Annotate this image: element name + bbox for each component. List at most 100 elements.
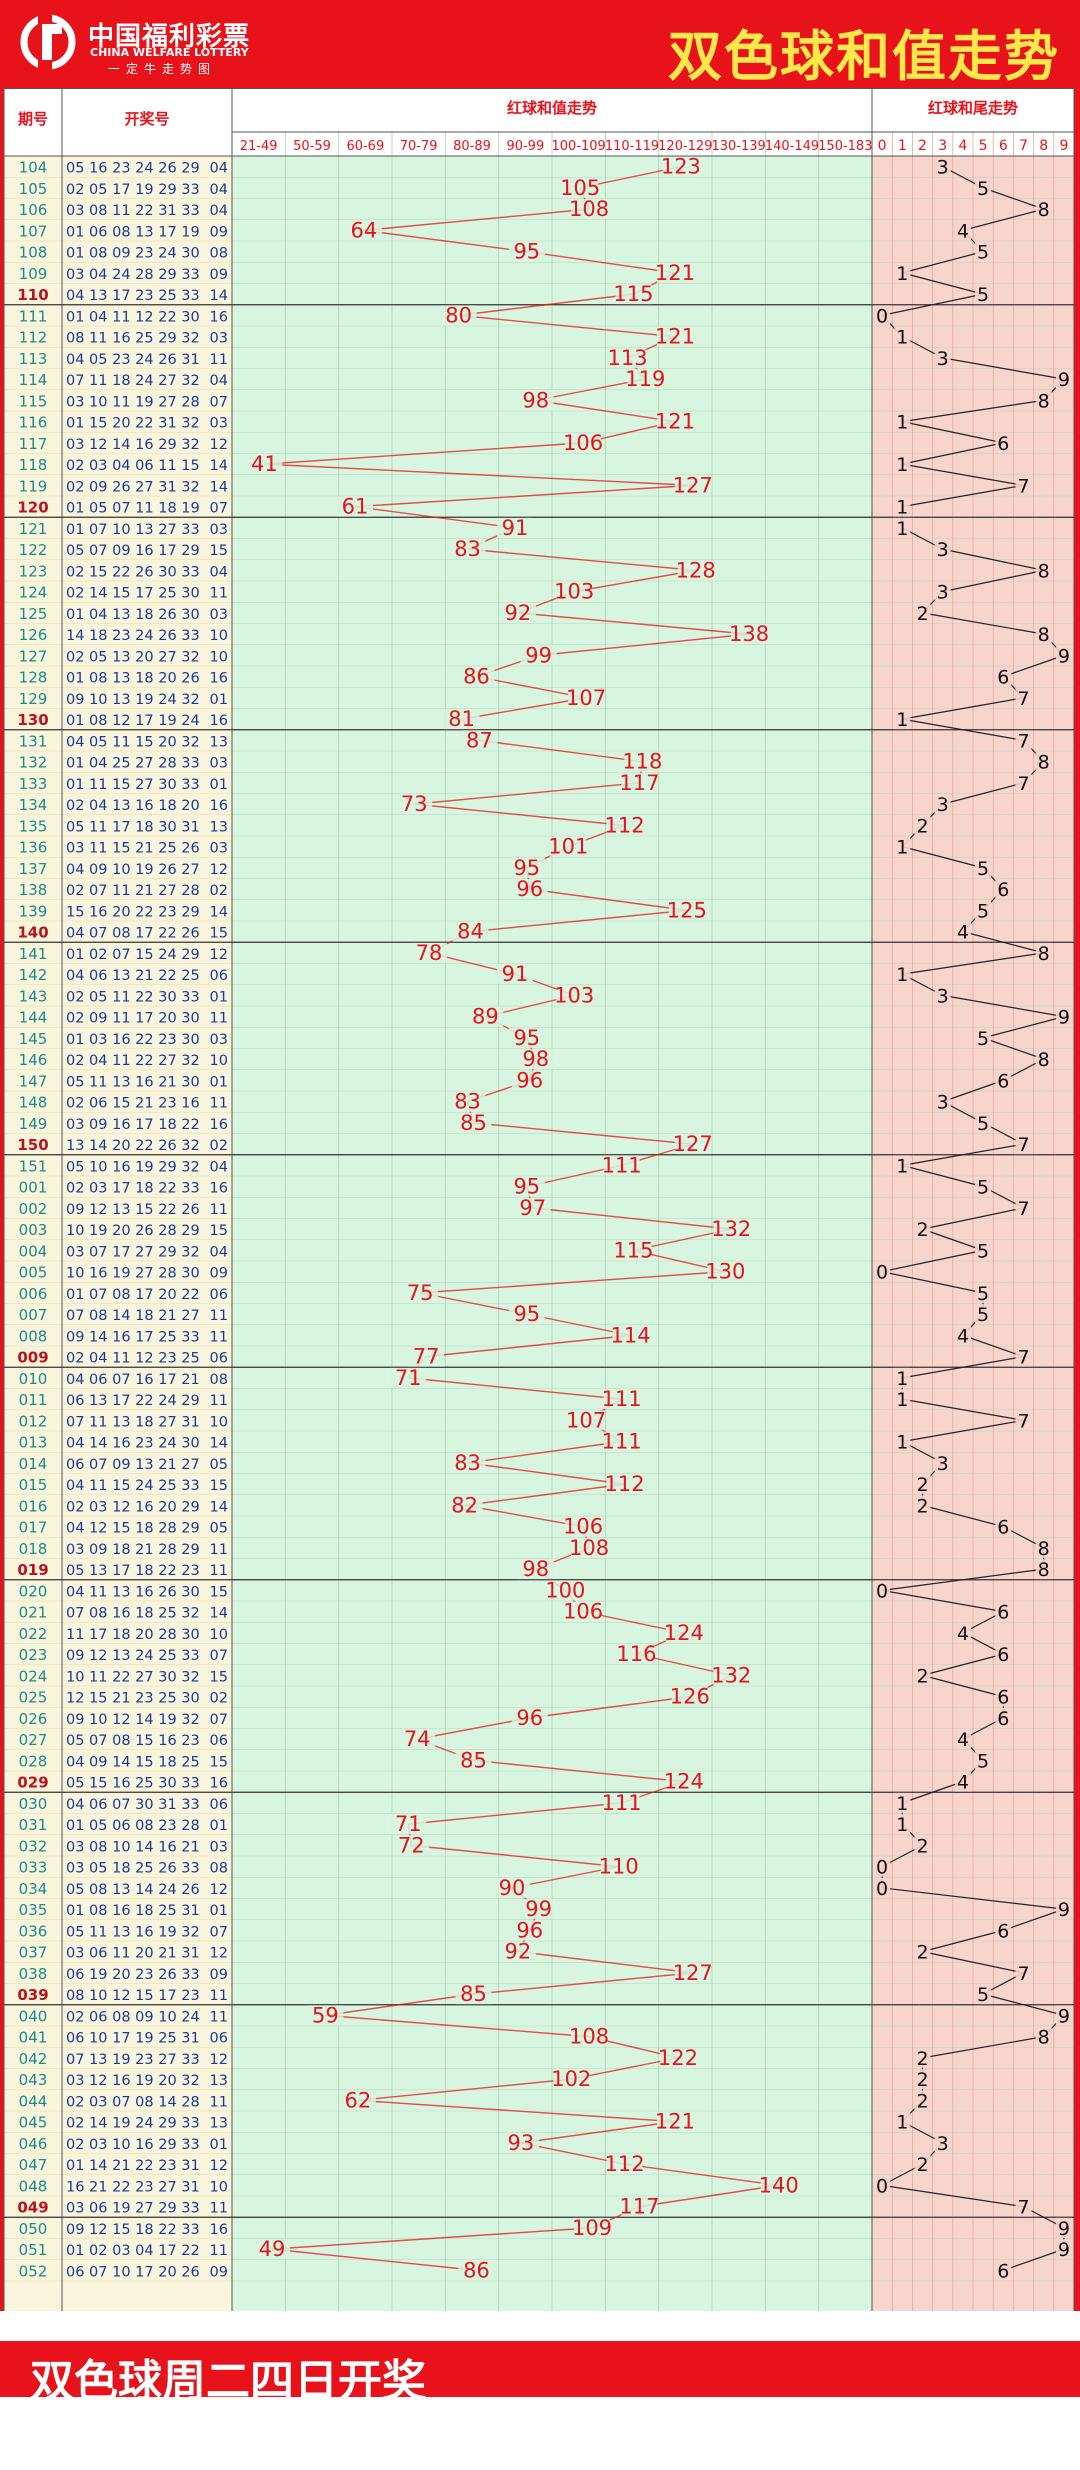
tail-value: 1 bbox=[896, 454, 908, 476]
sum-range-label: 140-149 bbox=[765, 139, 819, 154]
tail-value: 1 bbox=[896, 709, 908, 731]
issue-number: 044 bbox=[19, 2092, 48, 2110]
tail-value: 1 bbox=[896, 518, 908, 540]
issue-number: 037 bbox=[19, 1944, 48, 1962]
tail-label-backdrop bbox=[894, 1155, 911, 1176]
tail-value: 7 bbox=[1017, 688, 1029, 710]
sum-label-backdrop bbox=[449, 1452, 486, 1473]
tail-label-backdrop bbox=[874, 1856, 891, 1877]
issue-number: 117 bbox=[19, 435, 48, 453]
tail-value: 4 bbox=[957, 922, 969, 944]
tail-label-backdrop bbox=[914, 602, 931, 623]
sum-label-backdrop bbox=[496, 964, 533, 985]
tail-trend-line bbox=[922, 1504, 1004, 1528]
red-ball-numbers: 06 07 09 13 21 27 bbox=[66, 1457, 200, 1473]
tail-digit-label: 9 bbox=[1059, 138, 1068, 154]
sum-trend-line bbox=[363, 229, 527, 253]
logo-english-text: CHINA WELFARE LOTTERY bbox=[90, 46, 249, 59]
sum-range-label: 60-69 bbox=[346, 139, 384, 154]
sum-value: 124 bbox=[664, 1621, 704, 1645]
sum-value: 82 bbox=[451, 1493, 478, 1517]
tail-value: 9 bbox=[1058, 2005, 1070, 2027]
tail-label-backdrop bbox=[954, 220, 971, 241]
sum-trend-chart: 期号 开奖号 红球和值走势 红球和尾走势 21-49 50-59 60-69 70-79 80-… bbox=[0, 88, 1080, 2311]
tail-value: 5 bbox=[977, 1113, 989, 1135]
sum-value: 80 bbox=[445, 303, 472, 327]
sum-trend-line bbox=[271, 2227, 593, 2250]
tail-value: 5 bbox=[977, 1028, 989, 1050]
blue-ball-number: 11 bbox=[210, 2243, 228, 2259]
tail-value: 0 bbox=[876, 1878, 888, 1900]
sum-trend-line bbox=[408, 1377, 622, 1400]
sum-value: 95 bbox=[513, 1026, 540, 1050]
red-ball-numbers: 04 06 07 30 31 33 bbox=[66, 1797, 200, 1813]
red-ball-numbers: 05 13 17 18 22 23 bbox=[66, 1563, 200, 1579]
tail-trend-line bbox=[902, 952, 1044, 975]
sum-label-backdrop bbox=[556, 985, 593, 1006]
tail-label-backdrop bbox=[914, 1219, 931, 1240]
tail-value: 3 bbox=[937, 1453, 949, 1475]
sum-label-backdrop bbox=[508, 241, 545, 262]
sum-value: 73 bbox=[401, 792, 428, 816]
blue-ball-number: 04 bbox=[210, 182, 228, 198]
sum-label-backdrop bbox=[553, 2069, 590, 2090]
blue-ball-number: 09 bbox=[210, 1266, 228, 1282]
issue-number: 140 bbox=[17, 924, 48, 942]
blue-ball-number: 13 bbox=[210, 734, 228, 750]
red-ball-numbers: 02 03 07 08 14 28 bbox=[66, 2094, 200, 2110]
tail-label-backdrop bbox=[894, 262, 911, 283]
red-ball-numbers: 06 07 10 17 20 26 bbox=[66, 2264, 200, 2280]
sum-value: 96 bbox=[516, 1918, 543, 1942]
blue-ball-number: 11 bbox=[210, 1563, 228, 1579]
tail-value: 2 bbox=[916, 1665, 928, 1687]
tail-trend-line bbox=[902, 421, 1004, 444]
sum-label-backdrop bbox=[458, 2260, 495, 2281]
tail-trend-line bbox=[922, 1951, 1024, 1974]
sum-label-backdrop bbox=[511, 1707, 548, 1728]
tail-value: 8 bbox=[1038, 2027, 1050, 2049]
sum-trend-line bbox=[532, 1207, 732, 1230]
tail-label-backdrop bbox=[874, 2175, 891, 2196]
tail-trend-line bbox=[982, 187, 1044, 210]
issue-number: 007 bbox=[19, 1306, 48, 1324]
tail-trend-line bbox=[942, 1079, 1004, 1103]
red-ball-numbers: 16 21 22 23 27 31 bbox=[66, 2179, 200, 2195]
tail-value: 1 bbox=[896, 1814, 908, 1836]
sum-value: 103 bbox=[554, 580, 594, 604]
issue-number: 143 bbox=[19, 987, 48, 1005]
tail-label-backdrop bbox=[914, 2047, 931, 2068]
tail-label-backdrop bbox=[954, 1729, 971, 1750]
blue-ball-number: 15 bbox=[210, 1223, 228, 1239]
tail-value: 3 bbox=[937, 582, 949, 604]
sum-trend-line bbox=[517, 1950, 693, 1974]
red-ball-numbers: 04 06 13 21 22 25 bbox=[66, 968, 200, 984]
tail-label-backdrop bbox=[894, 709, 911, 730]
tail-label-backdrop bbox=[995, 432, 1012, 453]
tail-digit-label: 6 bbox=[999, 138, 1008, 154]
tail-label-backdrop bbox=[954, 921, 971, 942]
tail-label-backdrop bbox=[954, 1622, 971, 1643]
tail-label-backdrop bbox=[914, 1665, 931, 1686]
red-ball-numbers: 02 04 11 12 23 25 bbox=[66, 1351, 200, 1367]
sum-value: 127 bbox=[673, 1132, 713, 1156]
tail-label-backdrop bbox=[934, 1091, 951, 1112]
sum-value: 90 bbox=[499, 1876, 526, 1900]
red-ball-numbers: 12 15 21 23 25 30 bbox=[66, 1691, 200, 1707]
sum-value: 106 bbox=[563, 1600, 603, 1624]
sum-label-backdrop bbox=[440, 305, 477, 326]
sum-value: 100 bbox=[545, 1578, 585, 1602]
blue-ball-number: 10 bbox=[210, 1053, 228, 1069]
red-ball-numbers: 05 16 23 24 26 29 bbox=[66, 161, 200, 177]
sum-label-backdrop bbox=[494, 1877, 530, 1898]
tail-label-backdrop bbox=[995, 1686, 1012, 1707]
tail-trend-line bbox=[881, 1249, 984, 1273]
red-ball-numbers: 11 17 18 20 28 30 bbox=[66, 1627, 200, 1643]
red-ball-numbers: 07 08 16 18 25 32 bbox=[66, 1606, 200, 1622]
tail-trend-line bbox=[902, 399, 1044, 423]
sum-value: 74 bbox=[404, 1727, 431, 1751]
tail-value: 1 bbox=[896, 1368, 908, 1390]
sum-value: 95 bbox=[513, 240, 540, 264]
issue-number: 145 bbox=[19, 1030, 48, 1048]
tail-value: 3 bbox=[937, 348, 949, 370]
issue-number: 133 bbox=[19, 775, 48, 793]
